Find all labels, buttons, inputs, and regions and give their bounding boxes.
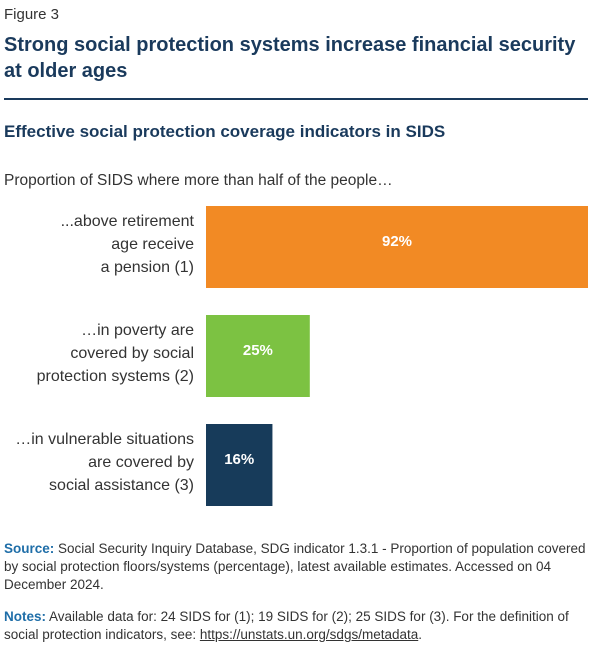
notes-end: . [418, 627, 423, 642]
chart-title: Effective social protection coverage ind… [4, 122, 446, 141]
bar-value-label-3: 16% [224, 451, 254, 468]
bar-3 [206, 424, 273, 506]
notes-label: Notes: [4, 609, 47, 624]
bar-value-label-2: 25% [243, 342, 273, 359]
notes: Notes: Available data for: 24 SIDS for (… [4, 608, 594, 644]
category-label-2: …in poverty are covered by social protecti… [37, 322, 194, 385]
bar-1 [206, 206, 588, 288]
title-divider [4, 98, 588, 100]
source-text: Social Security Inquiry Database, SDG in… [4, 541, 586, 592]
bar-value-label-1: 92% [382, 233, 412, 250]
figure-label: Figure 3 [4, 6, 60, 23]
category-label-3: …in vulnerable situations are covered by s… [15, 431, 194, 494]
source-note: Source: Social Security Inquiry Database… [4, 540, 594, 594]
notes-text: Available data for: 24 SIDS for (1); 19 … [4, 609, 569, 642]
bar-chart: 92% ...above retirement age receive a pensi… [15, 206, 588, 506]
figure-title: Strong social protection systems increas… [4, 34, 576, 82]
category-label-1: ...above retirement age receive a pension … [61, 213, 195, 276]
bar-2 [206, 315, 310, 397]
source-label: Source: [4, 541, 55, 556]
metadata-link[interactable]: https://unstats.un.org/sdgs/metadata [199, 627, 419, 642]
chart-subtitle: Proportion of SIDS where more than half … [4, 172, 393, 189]
